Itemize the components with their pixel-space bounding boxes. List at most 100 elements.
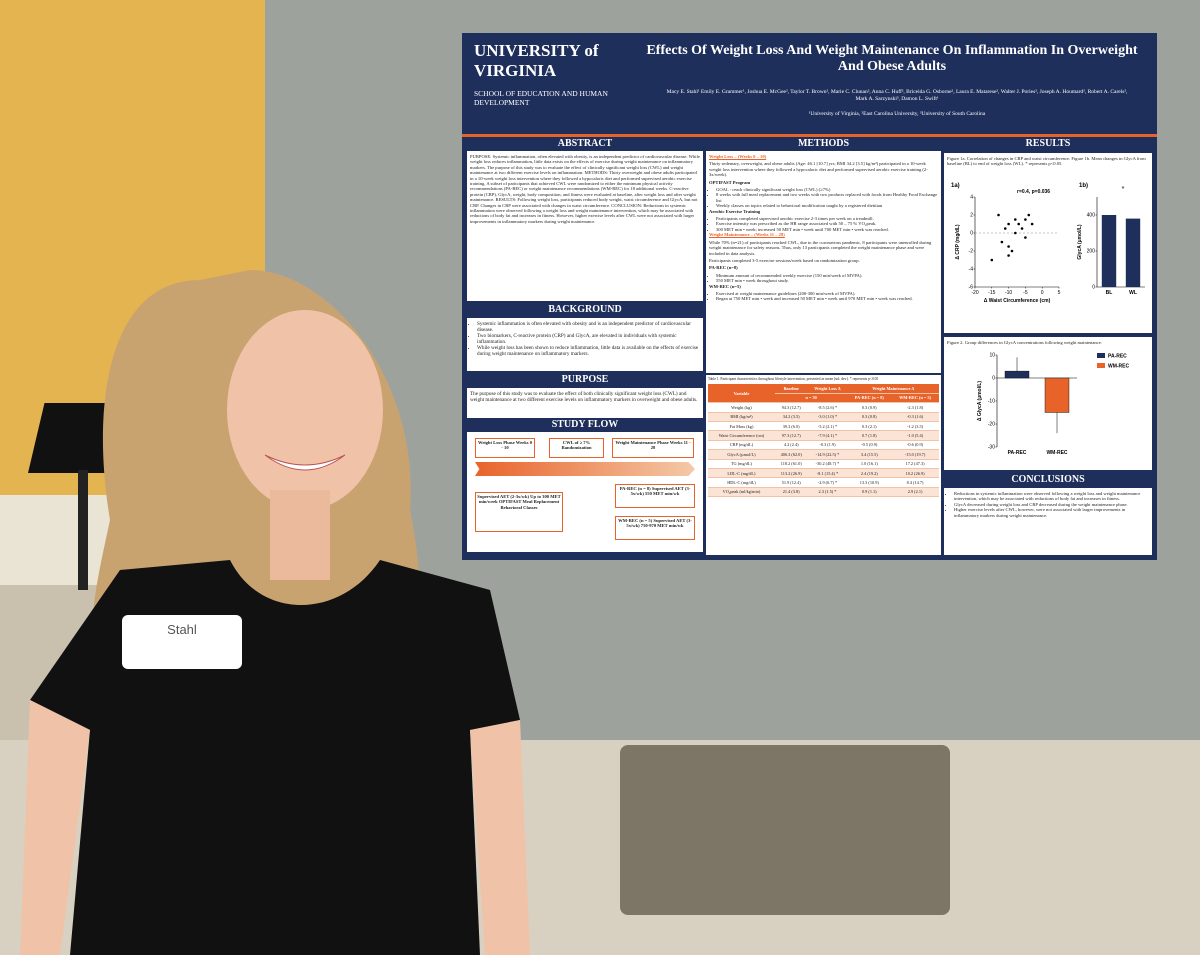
flow-box: Weight Loss Phase Weeks 0 - 10 (475, 438, 535, 458)
table-row: GlycA (µmol/L) 406.3 (62.0) -14.9 (22.5) *… (708, 449, 939, 460)
table-cell: 0.3 (0.9) (847, 402, 892, 413)
authors: Macy E. Stahl¹ Emily E. Grammer¹, Joshua… (666, 89, 1128, 102)
section-heading: STUDY FLOW (467, 418, 703, 432)
scatter-point (1024, 218, 1027, 221)
table-cell: 0.3 (0.8) (847, 412, 892, 423)
header-cell: Baseline (774, 384, 808, 394)
table-cell: 8.4 (14.7) (891, 477, 939, 488)
section-heading: METHODS (706, 137, 941, 151)
table-cell: -30.2 (48.7) * (807, 459, 848, 470)
bullet: Weekly classes on topics related to beha… (716, 203, 938, 208)
table-cell: 3.4 (15.5) (847, 449, 892, 460)
x-tick-label: BL (1106, 290, 1113, 296)
figure2-box: Figure 2. Group differences in GlycA con… (944, 337, 1152, 470)
legend-swatch (1097, 353, 1105, 359)
black-dress (30, 560, 520, 955)
section-heading: RESULTS (944, 137, 1152, 151)
abstract-box: PURPOSE: Systemic inflammation, often el… (467, 151, 703, 301)
data-table: Variable Baseline Weight Loss Δ Weight Main… (708, 384, 939, 498)
table-cell: 406.3 (62.0) (774, 449, 808, 460)
school-name: SCHOOL OF EDUCATION AND HUMAN DEVELOPMEN… (474, 89, 608, 107)
y-axis-title: GlycA (µmol/L) (1077, 224, 1083, 260)
table-cell: 10.2 (26.9) (891, 468, 939, 479)
subheader-cell: WM-REC (n = 5) (891, 393, 939, 404)
table-cell: 94.3 (12.7) (774, 402, 808, 413)
bullet: Systemic inflammation is often elevated … (477, 321, 700, 333)
table-cell: -15.0 (19.7) (891, 449, 939, 460)
scatter-point (1020, 227, 1024, 230)
legend-label: PA-REC (1108, 354, 1127, 360)
y-tick-label: -20 (988, 422, 995, 428)
table-cell: -14.9 (22.5) * (807, 449, 848, 460)
header-cell: Weight Loss Δ (807, 384, 848, 394)
table-cell: -8.1 (15.4) * (807, 468, 848, 479)
arm (470, 720, 530, 955)
table-cell: 17.2 (47.3) (891, 459, 939, 470)
figure2: -30 -20 -10 0 10 Δ GlycA (µmol/L) PA-REC PA-REC… (977, 353, 1129, 457)
scatter-point (1000, 240, 1004, 244)
y-tick-label: 400 (1087, 212, 1096, 218)
subheading: Weight Loss – (Weeks 0 – 10) (709, 154, 767, 159)
paragraph: Participants completed 3-5 exercise sess… (709, 257, 860, 263)
table-row: VO₂peak (ml/kg/min) 21.4 (3.8) 2.3 (1.5) *… (708, 487, 939, 498)
table-cell: -2.3 (1.8) (891, 402, 939, 413)
table-cell: 0.7 (1.8) (847, 430, 892, 441)
section-heading: BACKGROUND (467, 303, 703, 317)
x-axis-title: Δ Waist Circumference (cm) (984, 298, 1051, 304)
table-caption: Table 1. Participant characteristics thr… (708, 377, 879, 381)
scatter-point (1030, 222, 1034, 226)
x-tick-label: -15 (988, 290, 995, 296)
scatter-point (1014, 218, 1017, 221)
purpose-box: The purpose of this study was to evaluat… (467, 388, 703, 418)
table-cell: 113.2 (26.9) (774, 468, 808, 479)
flow-box: PA-REC (n = 8) Supervised AET (3-5x/wk) … (615, 484, 695, 508)
paragraph: Thirty sedentary, overweight, and obese … (709, 161, 928, 178)
y-tick-label: -4 (969, 266, 974, 272)
bar (1125, 218, 1141, 287)
abstract-text: PURPOSE: Systemic inflammation, often el… (470, 154, 700, 224)
figure-caption: Figure 1a. Correlation of changes in CRP… (947, 156, 1146, 167)
table-cell: Weight (kg) (708, 402, 775, 413)
scatter-point (1007, 245, 1010, 248)
university-logo: UNIVERSITY of VIRGINIA (474, 41, 599, 80)
affiliations: ¹University of Virginia, ²East Carolina … (808, 111, 986, 117)
person (20, 270, 530, 955)
y-tick-label: 0 (992, 376, 995, 382)
table-cell: CRP (mg/dL) (708, 440, 775, 451)
purpose-text: The purpose of this study was to evaluat… (470, 391, 698, 403)
neck (270, 490, 330, 580)
section-heading: CONCLUSIONS (944, 473, 1152, 487)
table-cell: -2.9 (6.7) * (807, 477, 848, 488)
y-tick-label: 200 (1087, 248, 1096, 254)
table-cell: 4.2 (2.4) (774, 440, 808, 451)
y-tick-label: 4 (970, 194, 973, 200)
subheading: WM-REC (n=5) (709, 283, 741, 289)
subheading: PA-REC (n=8) (709, 265, 738, 271)
table-cell: -5.2 (2.1) * (807, 421, 848, 432)
table-cell: 2.4 (19.2) (847, 468, 892, 479)
figure-caption: Figure 2. Group differences in GlycA con… (947, 340, 1102, 345)
poster: UNIVERSITY of VIRGINIA SCHOOL OF EDUCATI… (462, 33, 1157, 560)
name-tag: Stahl (122, 615, 242, 669)
table-cell: 39.3 (6.0) (774, 421, 808, 432)
table-cell: -8.5 (2.6) * (807, 402, 848, 413)
smile (264, 454, 346, 471)
scatter-point (1027, 213, 1031, 217)
table-box: Table 1. Participant characteristics thr… (706, 375, 941, 555)
scatter-point (1007, 222, 1010, 226)
y-axis-title: Δ CRP (mg/dL) (955, 224, 961, 260)
bullet-list: Exercised at weight maintenance guidelin… (709, 291, 938, 302)
table-cell: TG (mg/dL) (708, 459, 775, 470)
bullet-list: Reductions in systemic inflammation were… (947, 491, 1149, 518)
bar (1101, 214, 1117, 287)
bullet-list: GOAL - reach clinically significant weig… (709, 187, 938, 209)
subheader-row: n = 30 PA-REC (n = 8) WM-REC (n = 5) (708, 393, 939, 404)
bullet: Reductions in systemic inflammation were… (954, 491, 1149, 502)
y-axis-title: Δ GlycA (µmol/L) (977, 381, 983, 422)
flow-box: CWL of ≥ 7% Randomization (549, 438, 604, 458)
scatter-point (1024, 236, 1027, 239)
y-tick-label: -30 (988, 445, 995, 451)
bullet: 8 weeks with full meal replacement and t… (716, 192, 938, 203)
x-tick-label: -20 (971, 290, 978, 296)
